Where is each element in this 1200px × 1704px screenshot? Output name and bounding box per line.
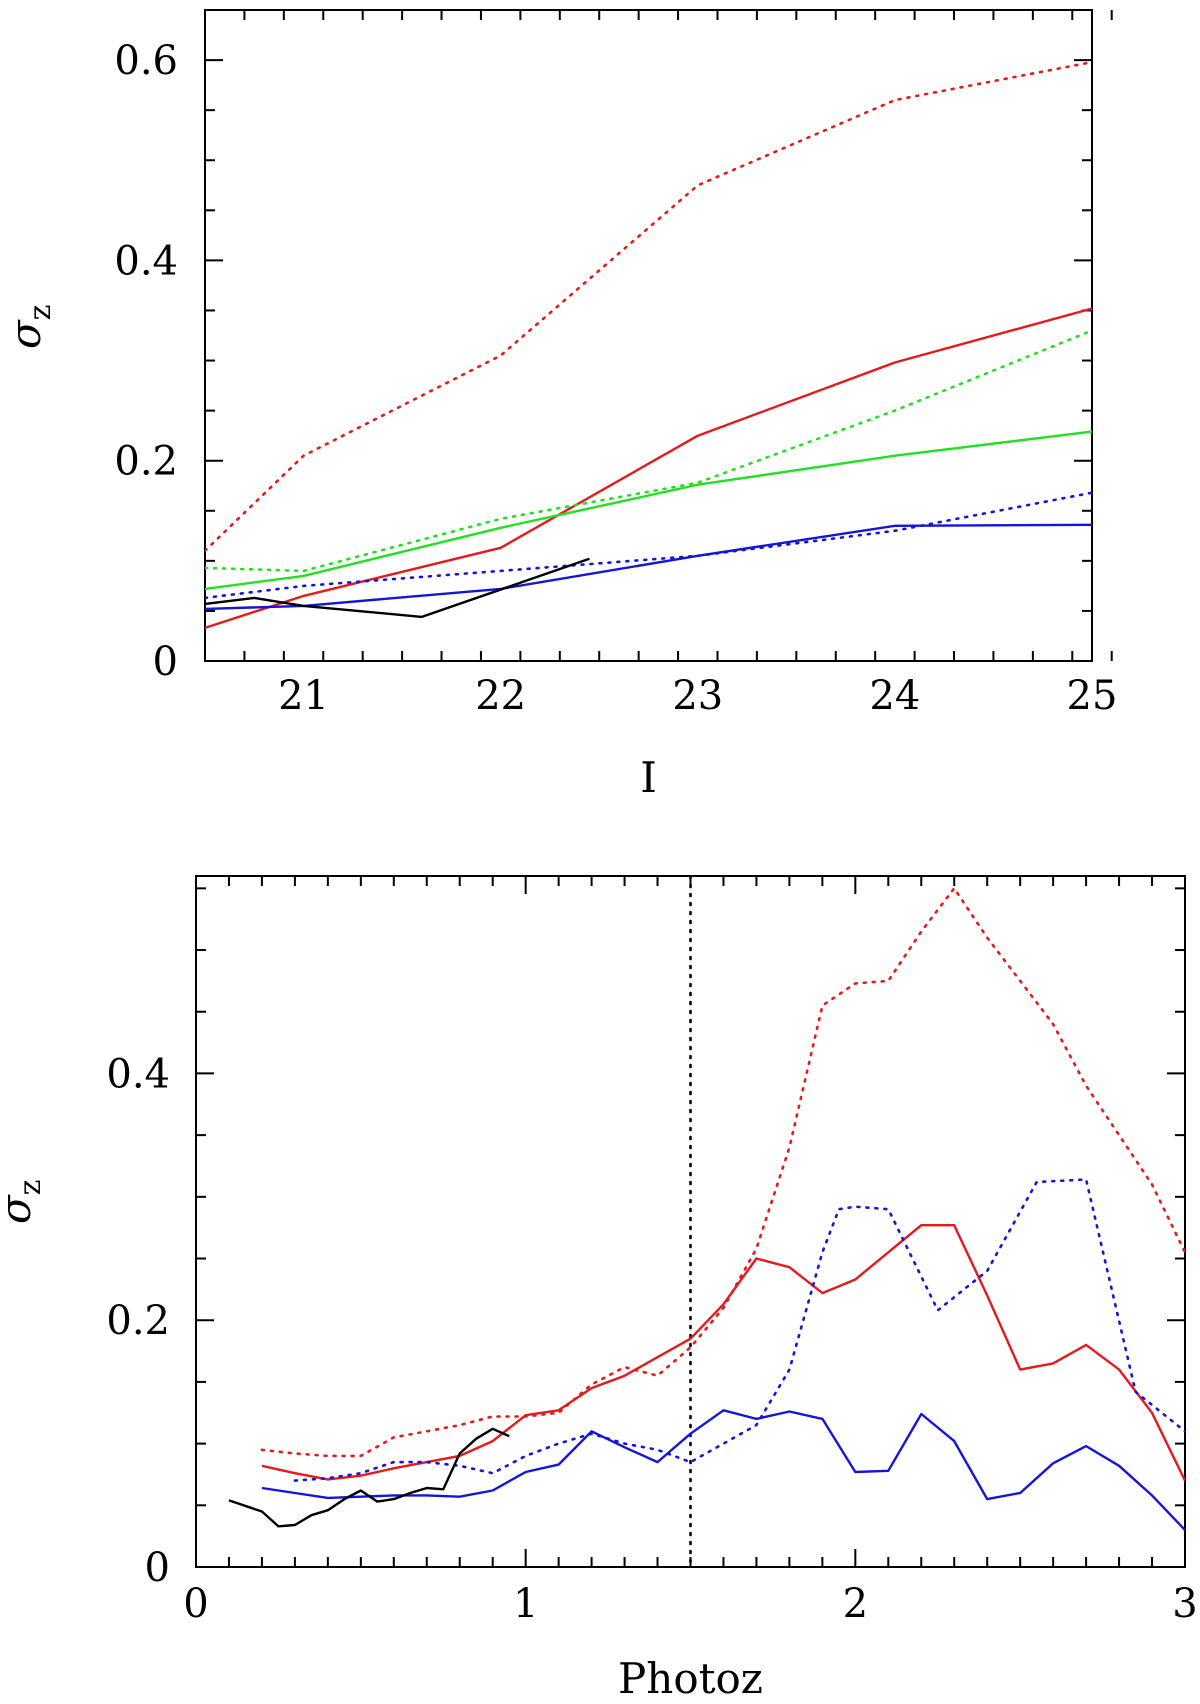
x-tick-label: 22 [475,673,526,719]
x-tick-label: 25 [1067,673,1118,719]
plot-area [228,876,1185,1567]
series-red-solid [205,307,1092,630]
series-black-solid [205,557,590,619]
x-tick-label: 1 [513,1581,538,1627]
series-red-dotted [260,886,1185,1458]
y-tick-label: 0.4 [114,238,178,284]
y-tick-label: 0 [145,1545,170,1591]
y-tick-label: 0 [153,639,178,685]
series-green-dotted [205,329,1092,573]
y-tick-label: 0.6 [114,38,178,84]
series-red-dotted [205,60,1092,553]
series-blue-dotted [293,1178,1185,1482]
top-panel: 21 22 23 24 25 0 0.2 0.4 0.6 Iσz [1,9,1118,802]
series-green-solid [205,430,1092,591]
y-axis-label: σz [0,1180,48,1224]
x-tick-label: 23 [672,673,723,719]
x-tick-label: 2 [843,1581,868,1627]
y-tick-label: 0.4 [106,1051,170,1097]
y-tick-label: 0.2 [106,1298,170,1344]
series-blue-dotted [205,491,1092,600]
x-tick-label: 3 [1172,1581,1197,1627]
y-axis-label: σz [1,305,58,349]
y-tick-label: 0.2 [114,439,178,485]
bottom-panel: 0 1 2 3 0 0.2 0.4 Photoz σz [0,875,1198,1703]
x-axis-label: Photoz [618,1654,763,1703]
series-red-solid [261,1223,1185,1482]
x-tick-label: 24 [869,673,920,719]
series-blue-solid [261,1409,1185,1531]
x-tick-label: 0 [183,1581,208,1627]
plot-frame [204,9,1093,662]
plot-area [205,60,1092,630]
x-tick-label: 21 [278,673,329,719]
series-black-solid [228,1427,510,1528]
x-axis-label: I [640,753,657,802]
series-blue-solid [205,523,1092,611]
